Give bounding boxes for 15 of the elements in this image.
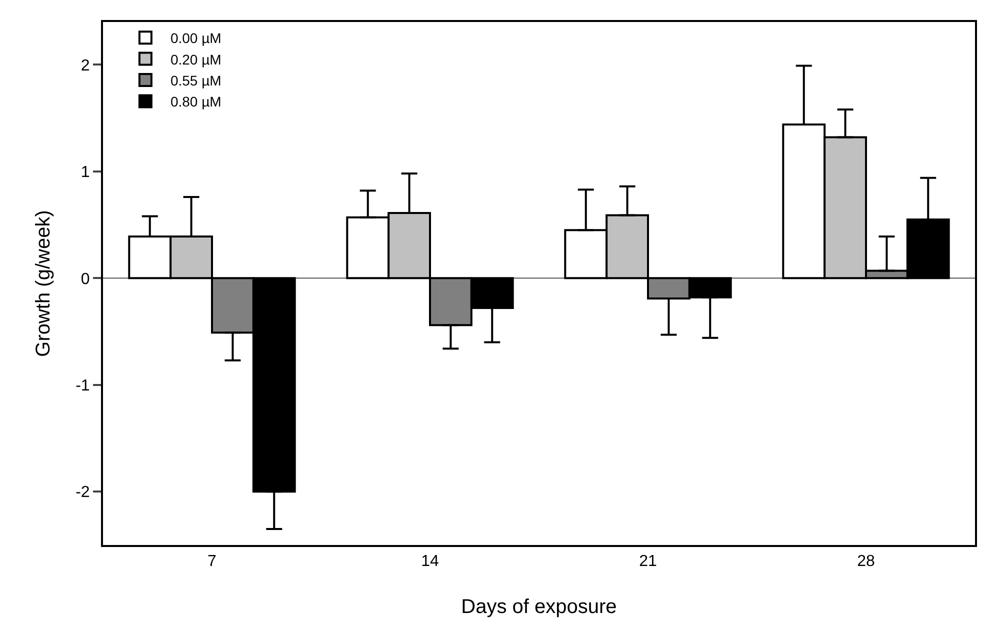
y-tick-label: 2 — [80, 57, 90, 74]
legend-label: 0.55 µM — [170, 72, 222, 88]
x-tick-label: 7 — [208, 553, 217, 570]
y-tick-label: -1 — [76, 378, 90, 394]
y-tick-label: 1 — [80, 164, 90, 182]
x-axis-title: Days of exposure — [461, 596, 617, 618]
legend-label: 0.20 µM — [170, 51, 222, 68]
legend-label: 0.00 µM — [170, 30, 222, 46]
y-tick-label: -2 — [76, 484, 90, 502]
x-tick-label: 28 — [857, 553, 875, 570]
x-tick-label: 14 — [421, 553, 439, 570]
y-tick-label: 0 — [80, 270, 90, 288]
x-tick-label: 21 — [639, 553, 657, 570]
legend-label: 0.80 µM — [170, 94, 222, 110]
y-axis-title: Growth (g/week) — [32, 210, 55, 357]
